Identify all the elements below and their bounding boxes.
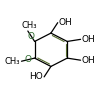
Text: OH: OH — [59, 18, 73, 27]
Text: CH₃: CH₃ — [4, 57, 20, 66]
Text: HO: HO — [30, 72, 43, 81]
Text: O: O — [28, 31, 35, 41]
Text: O: O — [25, 55, 32, 64]
Text: CH₃: CH₃ — [21, 21, 37, 30]
Text: OH: OH — [81, 35, 95, 44]
Text: OH: OH — [81, 56, 95, 65]
